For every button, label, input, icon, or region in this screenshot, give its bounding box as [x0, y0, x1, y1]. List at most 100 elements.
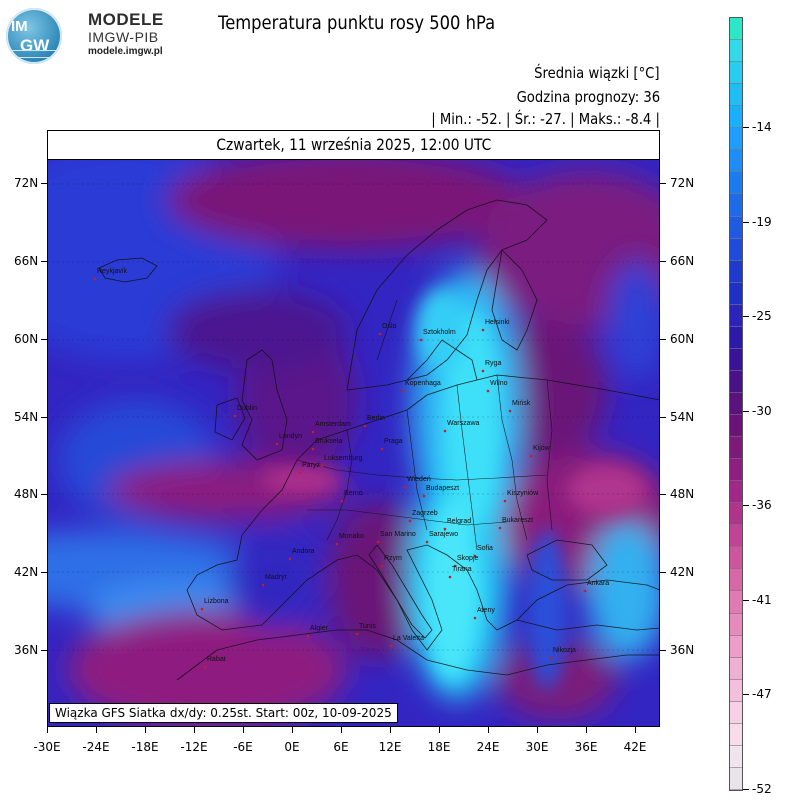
city-label: Sarajewo: [429, 531, 458, 538]
colorbar-swatch: [730, 415, 742, 438]
city-marker-icon: [275, 442, 279, 446]
lon-label: -18E: [131, 740, 159, 754]
lat-label-right: 72N: [670, 176, 695, 190]
city-label: Wilno: [490, 380, 508, 387]
city-marker-icon: [298, 471, 302, 475]
city-label: Tunis: [359, 623, 376, 630]
lat-label-right: 54N: [670, 410, 695, 424]
colorbar-swatch: [730, 503, 742, 526]
city-marker-icon: [233, 414, 237, 418]
city-label: Sofia: [477, 545, 493, 552]
colorbar-swatch: [730, 216, 742, 239]
city-label: Berlin: [367, 415, 385, 422]
lon-label: -24E: [82, 740, 110, 754]
colorbar-swatch: [730, 723, 742, 746]
colorbar-label: -19: [752, 215, 772, 229]
colorbar-label: -36: [752, 498, 772, 512]
colorbar-swatch: [730, 150, 742, 173]
city-label: San Marino: [380, 531, 416, 538]
city-label: Rzym: [384, 555, 402, 562]
city-label: Sztokholm: [423, 329, 456, 336]
city-label: Madryt: [265, 574, 286, 581]
colorbar-swatch: [730, 18, 742, 41]
colorbar: [729, 17, 743, 791]
valid-date-header: Czwartek, 11 września 2025, 12:00 UTC: [47, 130, 660, 160]
model-info-footer: Wiązka GFS Siatka dx/dy: 0.25st. Start: …: [49, 703, 398, 723]
city-label: Skopje: [457, 555, 479, 562]
city-marker-icon: [419, 338, 423, 342]
colorbar-swatch: [730, 172, 742, 195]
city-marker-icon: [473, 554, 477, 558]
city-label: Budapeszt: [426, 485, 459, 492]
colorbar-swatch: [730, 194, 742, 217]
lon-label: 36E: [574, 740, 598, 754]
city-label: Ryga: [485, 360, 501, 367]
colorbar-swatch: [730, 767, 742, 790]
colorbar-label: -41: [752, 593, 772, 607]
city-label: Oslo: [382, 323, 397, 330]
city-marker-icon: [200, 607, 204, 611]
logo-link[interactable]: modele.imgw.pl: [88, 46, 163, 57]
city-marker-icon: [311, 447, 315, 451]
colorbar-label: -52: [752, 782, 772, 796]
city-marker-icon: [306, 634, 310, 638]
city-label: Tirana: [452, 566, 472, 573]
lat-label-right: 60N: [670, 332, 695, 346]
city-label: Amsterdam: [315, 421, 351, 428]
map-frame: [47, 130, 660, 727]
city-label: Praga: [384, 438, 403, 445]
city-marker-icon: [363, 424, 367, 428]
city-marker-icon: [443, 527, 447, 531]
city-label: Rabat: [207, 656, 226, 663]
lon-label: -6E: [233, 740, 253, 754]
colorbar-swatch: [730, 260, 742, 283]
city-marker-icon: [422, 494, 426, 498]
lat-label-left: 60N: [14, 332, 39, 346]
city-marker-icon: [320, 464, 324, 468]
city-label: La Valetta: [393, 635, 424, 642]
logo-line1: MODELE: [88, 10, 164, 29]
city-label: Belgrad: [447, 518, 471, 525]
colorbar-swatch: [730, 304, 742, 327]
lat-label-left: 48N: [14, 487, 39, 501]
city-marker-icon: [443, 429, 447, 433]
colorbar-swatch: [730, 745, 742, 768]
colorbar-swatch: [730, 569, 742, 592]
city-label: Algier: [310, 625, 329, 632]
city-label: Paryż: [302, 462, 320, 469]
colorbar-swatch: [730, 547, 742, 570]
city-marker-icon: [401, 389, 405, 393]
lon-label: -30E: [33, 740, 61, 754]
city-label: Mińsk: [512, 400, 531, 407]
colorbar-swatch: [730, 128, 742, 151]
city-label: Andora: [292, 548, 315, 555]
lon-label: 24E: [476, 740, 500, 754]
chart-title: Temperatura punktu rosy 500 hPa: [218, 12, 496, 34]
city-marker-icon: [380, 447, 384, 451]
lat-label-left: 42N: [14, 565, 39, 579]
lon-label: 0E: [284, 740, 300, 754]
colorbar-swatch: [730, 392, 742, 416]
city-label: Kopenhaga: [405, 380, 441, 387]
lat-label-right: 36N: [670, 643, 695, 657]
colorbar-swatch: [730, 679, 742, 702]
lon-label: 18E: [427, 740, 451, 754]
city-marker-icon: [583, 589, 587, 593]
city-marker-icon: [508, 409, 512, 413]
lat-label-right: 66N: [670, 254, 695, 268]
city-marker-icon: [486, 389, 490, 393]
city-marker-icon: [378, 332, 382, 336]
city-label: Kiszyniów: [507, 490, 539, 497]
colorbar-swatch: [730, 613, 742, 636]
city-label: Berno: [344, 490, 363, 497]
colorbar-swatch: [730, 459, 742, 482]
lat-label-left: 36N: [14, 643, 39, 657]
city-marker-icon: [340, 499, 344, 503]
colorbar-swatch: [730, 282, 742, 305]
city-marker-icon: [380, 564, 384, 568]
logo-badge-im: IM: [11, 18, 28, 35]
colorbar-swatch: [730, 326, 742, 349]
colorbar-swatch: [730, 348, 742, 371]
imgw-logo: IM GW MODELE IMGW-PIB modele.imgw.pl: [6, 8, 176, 64]
lon-label: 12E: [378, 740, 402, 754]
